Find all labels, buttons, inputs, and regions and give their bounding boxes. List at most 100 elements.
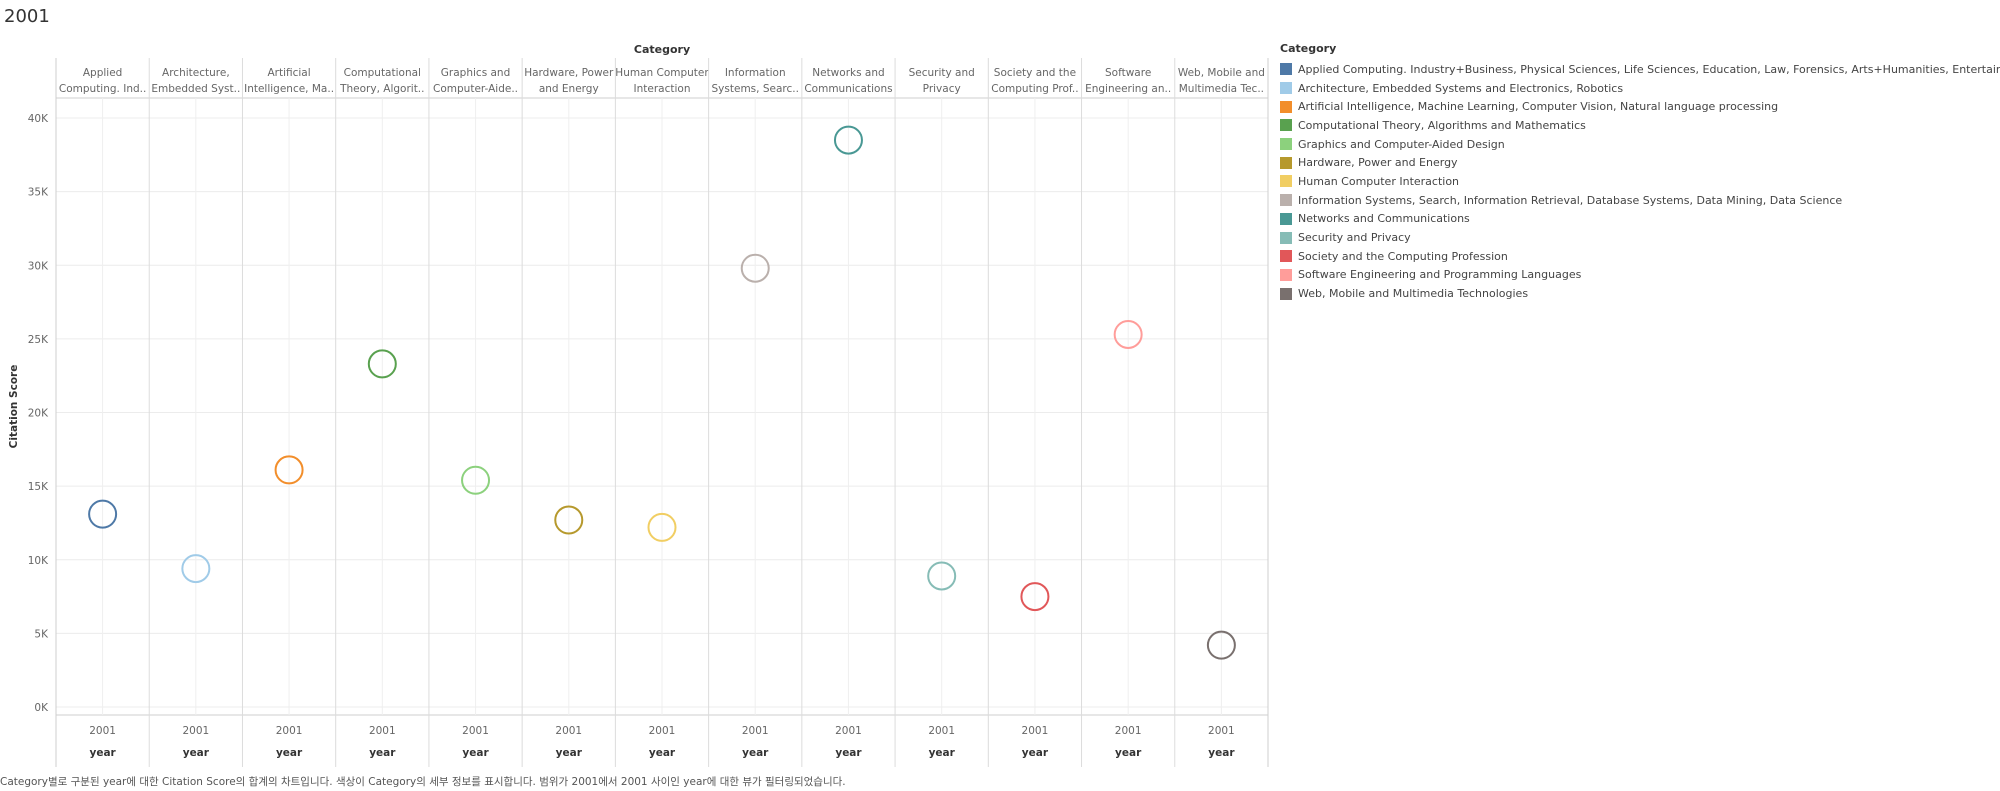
x-tick-label: 2001 [1022, 725, 1049, 737]
column-header-line2: Intelligence, Ma.. [244, 83, 334, 95]
x-axis-title: year [835, 747, 862, 759]
y-tick-label: 25K [28, 334, 49, 346]
column-header-line2: Privacy [923, 83, 961, 95]
legend-label: Hardware, Power and Energy [1298, 156, 1458, 170]
y-tick-label: 10K [28, 555, 49, 567]
legend-item[interactable]: Artificial Intelligence, Machine Learnin… [1280, 97, 2000, 116]
legend-swatch [1280, 63, 1292, 76]
legend-swatch [1280, 231, 1292, 244]
data-point [554, 505, 584, 535]
column-header-line2: Interaction [634, 83, 691, 95]
x-tick-label: 2001 [928, 725, 955, 737]
x-axis-title: year [929, 747, 956, 759]
column-header-line2: Embedded Syst.. [151, 83, 240, 95]
x-tick-label: 2001 [89, 725, 116, 737]
data-point [367, 349, 397, 379]
data-point [647, 512, 677, 542]
legend-title: Category [1280, 42, 1337, 55]
legend-item[interactable]: Hardware, Power and Energy [1280, 153, 2000, 172]
legend-swatch [1280, 82, 1292, 95]
legend-label: Human Computer Interaction [1298, 174, 1460, 188]
legend-item[interactable]: Society and the Computing Profession [1280, 247, 2000, 266]
x-axis-title: year [1208, 747, 1235, 759]
legend-swatch [1280, 250, 1292, 263]
y-tick-label: 0K [34, 702, 49, 714]
column-header-line1: Architecture, [162, 67, 230, 79]
column-header-line2: Computer-Aide.. [433, 83, 518, 95]
column-header-title: Category [634, 43, 690, 56]
x-axis-title: year [649, 747, 676, 759]
data-point [88, 499, 118, 529]
data-point [274, 455, 304, 485]
legend-item[interactable]: Architecture, Embedded Systems and Elect… [1280, 79, 2000, 98]
legend-item[interactable]: Human Computer Interaction [1280, 172, 2000, 191]
legend-item[interactable]: Information Systems, Search, Information… [1280, 191, 2000, 210]
legend-item[interactable]: Software Engineering and Programming Lan… [1280, 266, 2000, 285]
x-tick-label: 2001 [182, 725, 209, 737]
sheet-title: 2001 [4, 6, 50, 27]
column-header-line1: Networks and [812, 67, 884, 79]
column-header-line2: and Energy [539, 83, 599, 95]
data-point [740, 253, 770, 283]
legend-item[interactable]: Graphics and Computer-Aided Design [1280, 135, 2000, 154]
x-tick-label: 2001 [1115, 725, 1142, 737]
legend-item[interactable]: Web, Mobile and Multimedia Technologies [1280, 284, 2000, 303]
legend-swatch [1280, 287, 1292, 300]
column-header-line2: Engineering an.. [1085, 83, 1171, 95]
legend-item[interactable]: Networks and Communications [1280, 210, 2000, 229]
legend-swatch [1280, 138, 1292, 151]
column-header-line2: Computing. Ind.. [59, 83, 146, 95]
data-point [181, 554, 211, 584]
legend-item[interactable]: Computational Theory, Algorithms and Mat… [1280, 116, 2000, 135]
y-axis-title: Citation Score [8, 365, 20, 449]
legend-swatch [1280, 268, 1292, 281]
column-header-line2: Theory, Algorit.. [339, 83, 424, 95]
x-tick-label: 2001 [649, 725, 676, 737]
x-axis-title: year [276, 747, 303, 759]
legend-label: Graphics and Computer-Aided Design [1298, 137, 1505, 151]
column-header-line2: Communications [804, 83, 892, 95]
legend-swatch [1280, 119, 1292, 132]
column-header-line1: Society and the [994, 67, 1076, 79]
column-header-line1: Artificial [267, 67, 310, 79]
column-header-line1: Security and [909, 67, 975, 79]
y-tick-label: 20K [28, 408, 49, 420]
column-header-line1: Human Computer [615, 67, 709, 79]
legend-swatch [1280, 100, 1292, 113]
legend-label: Computational Theory, Algorithms and Mat… [1298, 118, 1586, 132]
legend-items: Applied Computing. Industry+Business, Ph… [1280, 60, 2000, 303]
column-header-line1: Software [1105, 67, 1151, 79]
column-header-line1: Information [725, 67, 786, 79]
legend-label: Software Engineering and Programming Lan… [1298, 268, 1582, 282]
legend-label: Society and the Computing Profession [1298, 249, 1508, 263]
x-tick-label: 2001 [462, 725, 489, 737]
legend-label: Security and Privacy [1298, 231, 1411, 245]
x-axis-title: year [556, 747, 583, 759]
column-header-line1: Graphics and [441, 67, 510, 79]
legend-swatch [1280, 212, 1292, 225]
column-header-line2: Computing Prof.. [991, 83, 1078, 95]
legend-item[interactable]: Applied Computing. Industry+Business, Ph… [1280, 60, 2000, 79]
legend-label: Networks and Communications [1298, 212, 1470, 226]
y-tick-label: 30K [28, 260, 49, 272]
y-tick-label: 5K [34, 628, 49, 640]
y-tick-label: 40K [28, 113, 49, 125]
x-axis-title: year [742, 747, 769, 759]
legend-swatch [1280, 156, 1292, 169]
x-axis-title: year [89, 747, 116, 759]
scatter-chart: Category 0K 5K 10K 15K 20K 25K 30K 35K 40K Citatio… [8, 43, 1269, 767]
column-header-line1: Hardware, Power [524, 67, 614, 79]
legend-label: Artificial Intelligence, Machine Learnin… [1298, 100, 1779, 114]
column-header-line2: Systems, Searc.. [712, 83, 799, 95]
legend-item[interactable]: Security and Privacy [1280, 228, 2000, 247]
data-point [461, 465, 491, 495]
data-point [1113, 319, 1143, 349]
data-point [927, 561, 957, 591]
x-axis-title: year [1022, 747, 1049, 759]
legend-swatch [1280, 175, 1292, 188]
x-tick-label: 2001 [742, 725, 769, 737]
x-axis-title: year [1115, 747, 1142, 759]
column-header-line1: Computational [344, 67, 421, 79]
x-tick-label: 2001 [369, 725, 396, 737]
x-tick-label: 2001 [276, 725, 303, 737]
